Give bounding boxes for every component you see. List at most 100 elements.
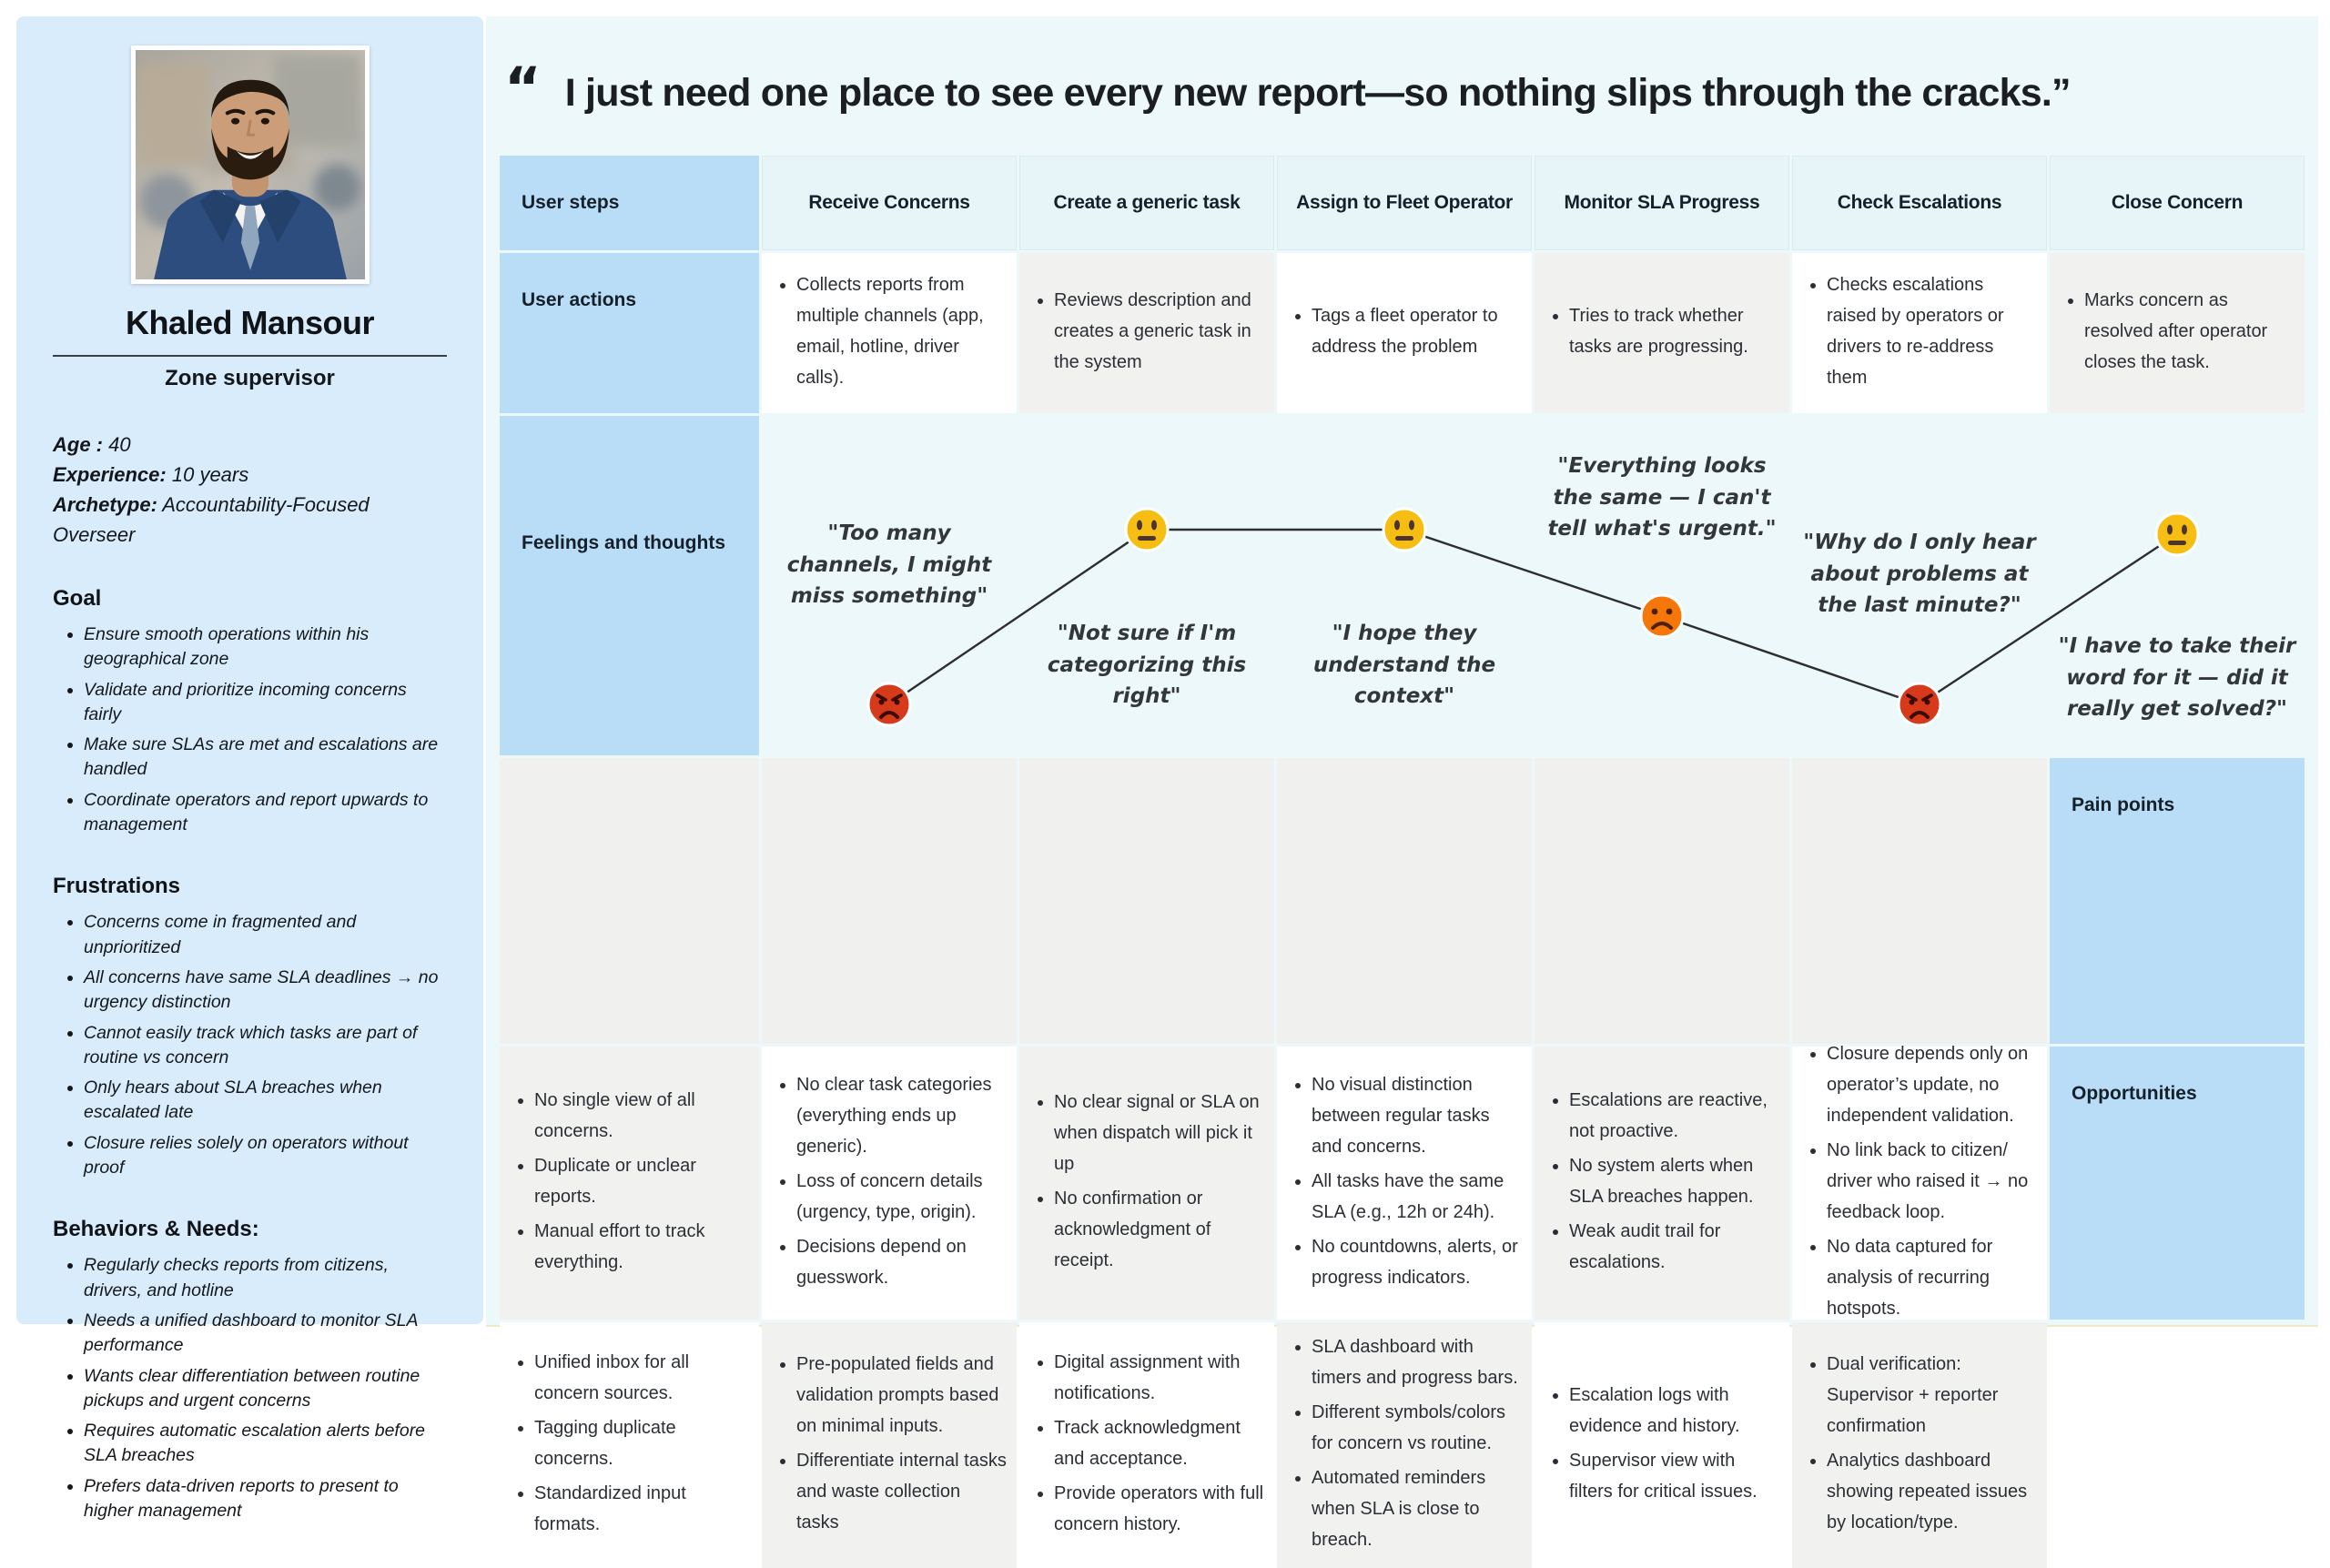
frustrations-list: Concerns come in fragmented and unpriori… [53, 910, 447, 1180]
step-header-check-escalations: Check Escalations [1792, 156, 2047, 250]
bullet-item: Collects reports from multiple channels … [796, 269, 1009, 393]
bullet-item: Closure depends only on operator’s updat… [1827, 1038, 2040, 1131]
bullet-item: Coordinate operators and report upwards … [84, 788, 447, 838]
row-label-user-actions: User actions [500, 253, 759, 413]
feeling-quote: "Not sure if I'm categorizing this right… [1047, 622, 1247, 708]
journey-cell: SLA dashboard with timers and progress b… [1277, 1322, 1532, 1568]
bullet-item: All concerns have same SLA deadlines → n… [84, 966, 447, 1016]
bullet-item: Wants clear differentiation between rout… [84, 1364, 447, 1414]
journey-cell: Pre-populated fields and validation prom… [762, 1322, 1017, 1568]
bullet-item: Unified inbox for all concern sources. [534, 1347, 752, 1409]
neutral-face-icon [1123, 506, 1170, 553]
journey-cell: No single view of all concerns.Duplicate… [500, 1047, 759, 1320]
bullet-item: No single view of all concerns. [534, 1085, 752, 1147]
bullet-item: Tags a fleet operator to address the pro… [1312, 300, 1525, 362]
step-header-monitor-sla-progress: Monitor SLA Progress [1535, 156, 1789, 250]
bullet-item: Analytics dashboard showing repeated iss… [1827, 1445, 2040, 1538]
bullet-item: Provide operators with full concern hist… [1054, 1478, 1267, 1540]
step-header-close-concern: Close Concern [2050, 156, 2305, 250]
bullet-item: Pre-populated fields and validation prom… [796, 1349, 1009, 1442]
bullet-item: No countdowns, alerts, or progress indic… [1312, 1231, 1525, 1293]
bullet-item: No system alerts when SLA breaches happe… [1569, 1150, 1782, 1212]
headline-quote-text: I just need one place to see every new r… [564, 71, 2072, 115]
journey-cell: Marks concern as resolved after operator… [2050, 253, 2305, 413]
bullet-item: Escalation logs with evidence and histor… [1569, 1380, 1782, 1442]
persona-attributes: Age : 40 Experience: 10 years Archetype:… [53, 430, 447, 550]
journey-cell: Reviews description and creates a generi… [1019, 253, 1274, 413]
journey-cell [1535, 758, 1789, 1044]
journey-cell: No clear signal or SLA on when dispatch … [1019, 1047, 1274, 1320]
bullet-item: Needs a unified dashboard to monitor SLA… [84, 1309, 447, 1359]
journey-cell: Escalations are reactive, not proactive.… [1535, 1047, 1789, 1320]
bullet-item: Marks concern as resolved after operator… [2084, 285, 2297, 378]
attribute-age: Age : 40 [53, 433, 131, 456]
bullet-item: Standardized input formats. [534, 1478, 752, 1540]
journey-cell [1792, 758, 2047, 1044]
bullet-item: Make sure SLAs are met and escalations a… [84, 733, 447, 783]
journey-cell: Dual verification: Supervisor + reporter… [1792, 1322, 2047, 1568]
journey-cell: Digital assignment with notifications.Tr… [1019, 1322, 1274, 1568]
bullet-item: Tries to track whether tasks are progres… [1569, 300, 1782, 362]
bullet-item: Automated reminders when SLA is close to… [1312, 1462, 1525, 1555]
behaviors-list: Regularly checks reports from citizens, … [53, 1253, 447, 1523]
journey-cell: Collects reports from multiple channels … [762, 253, 1017, 413]
divider [53, 355, 447, 357]
bullet-item: Validate and prioritize incoming concern… [84, 678, 447, 728]
journey-cell: Tags a fleet operator to address the pro… [1277, 253, 1532, 413]
bullet-item: All tasks have the same SLA (e.g., 12h o… [1312, 1166, 1525, 1228]
bullet-item: Concerns come in fragmented and unpriori… [84, 910, 447, 960]
bullet-item: Decisions depend on guesswork. [796, 1231, 1009, 1293]
bullet-item: Only hears about SLA breaches when escal… [84, 1076, 447, 1126]
bullet-item: No confirmation or acknowledgment of rec… [1054, 1183, 1267, 1276]
angry-face-icon [1896, 681, 1943, 728]
feeling-quote: "Too many channels, I might miss somethi… [786, 521, 992, 608]
row-label-opportunities: Opportunities [2050, 1047, 2305, 1320]
bullet-item: Differentiate internal tasks and waste c… [796, 1445, 1009, 1538]
journey-cell [1019, 758, 1274, 1044]
bullet-item: Track acknowledgment and acceptance. [1054, 1412, 1267, 1474]
journey-cell: Checks escalations raised by operators o… [1792, 253, 2047, 413]
bullet-item: No clear signal or SLA on when dispatch … [1054, 1087, 1267, 1179]
bullet-item: Supervisor view with filters for critica… [1569, 1445, 1782, 1507]
persona-panel: Khaled Mansour Zone supervisor Age : 40 … [16, 16, 483, 1521]
bullet-item: Duplicate or unclear reports. [534, 1150, 752, 1212]
journey-cell: No clear task categories (everything end… [762, 1047, 1017, 1320]
step-header-assign-fleet-operator: Assign to Fleet Operator [1277, 156, 1532, 250]
bullet-item: Loss of concern details (urgency, type, … [796, 1166, 1009, 1228]
headline-quote: “ I just need one place to see every new… [504, 60, 2302, 116]
bullet-item: Escalations are reactive, not proactive. [1569, 1085, 1782, 1147]
bullet-item: No visual distinction between regular ta… [1312, 1069, 1525, 1162]
section-title: Goal [53, 586, 102, 611]
row-label-feelings: Feelings and thoughts [500, 416, 759, 755]
sad-face-icon [1638, 592, 1686, 640]
journey-cell [762, 758, 1017, 1044]
section-frustrations: Frustrations Concerns come in fragmented… [53, 874, 447, 1180]
bullet-item: No link back to citizen/ driver who rais… [1827, 1135, 2040, 1228]
emotion-line [888, 528, 2178, 706]
man-portrait-icon [135, 50, 365, 279]
bullet-item: Manual effort to track everything. [534, 1216, 752, 1278]
bullet-item: Checks escalations raised by operators o… [1827, 269, 2040, 393]
section-behaviors-needs: Behaviors & Needs: Regularly checks repo… [53, 1217, 447, 1523]
open-quote-icon: “ [504, 55, 542, 121]
step-header-create-generic-task: Create a generic task [1019, 156, 1274, 250]
corner-header-user-steps: User steps [500, 156, 759, 250]
journey-cell [1277, 758, 1532, 1044]
journey-cell [500, 758, 759, 1044]
bullet-item: Digital assignment with notifications. [1054, 1347, 1267, 1409]
step-header-receive-concerns: Receive Concerns [762, 156, 1017, 250]
journey-cell: Tries to track whether tasks are progres… [1535, 253, 1789, 413]
row-label-pain-points: Pain points [2050, 758, 2305, 1044]
journey-cell: Unified inbox for all concern sources.Ta… [500, 1322, 759, 1568]
goal-list: Ensure smooth operations within his geog… [53, 622, 447, 837]
bullet-item: SLA dashboard with timers and progress b… [1312, 1331, 1525, 1393]
bullet-item: No data captured for analysis of recurri… [1827, 1231, 2040, 1324]
neutral-face-icon [2153, 511, 2201, 558]
feeling-quote: "Why do I only hear about problems at th… [1803, 531, 2036, 617]
feeling-quote: "I hope they understand the context" [1312, 622, 1496, 708]
journey-cell: Escalation logs with evidence and histor… [1535, 1322, 1789, 1568]
feeling-quote: "I have to take their word for it — did … [2058, 634, 2296, 721]
neutral-face-icon [1381, 506, 1428, 553]
bullet-item: Different symbols/colors for concern vs … [1312, 1397, 1525, 1459]
bullet-item: Requires automatic escalation alerts bef… [84, 1419, 447, 1469]
